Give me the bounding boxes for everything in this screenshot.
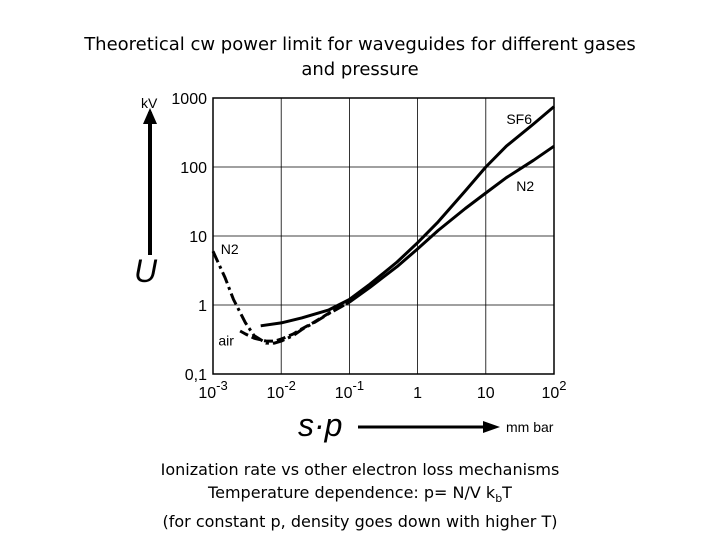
series-label-n2-2: N2 <box>221 241 239 257</box>
y-tick-label: 1 <box>198 298 207 315</box>
series-group <box>211 105 555 345</box>
x-tick-label: 10 <box>477 385 495 402</box>
y-axis-label: U <box>134 253 158 289</box>
plot-frame <box>212 97 555 375</box>
caption-line-3: (for constant p, density goes down with … <box>162 512 558 532</box>
series-line-n2-2 <box>211 250 351 345</box>
series-label-sf6-0: SF6 <box>506 111 532 127</box>
x-arrow-head <box>483 421 500 433</box>
chart-title: Theoretical cw power limit for waveguide… <box>40 32 680 82</box>
x-unit-label: mm bar <box>506 419 554 435</box>
caption-line-2-prefix: Temperature dependence: p= N/V k <box>208 483 496 502</box>
y-tick-label: 100 <box>180 160 207 177</box>
series-labels: SF6 N2 N2 air <box>218 111 534 348</box>
y-tick-label: 0,1 <box>185 367 207 384</box>
title-line-2: and pressure <box>301 59 419 80</box>
y-tick-labels: 0,1 1 10 100 1000 <box>171 91 207 384</box>
x-tick-label: 10-2 <box>267 378 296 402</box>
series-label-air-3: air <box>218 332 234 348</box>
x-tick-label: 102 <box>541 378 566 402</box>
y-tick-label: 10 <box>189 229 207 246</box>
series-line-air-3 <box>239 300 351 343</box>
x-tick-label: 10-1 <box>335 378 364 402</box>
caption-line-1: Ionization rate vs other electron loss m… <box>160 460 560 479</box>
y-unit-label: kV <box>141 95 158 111</box>
series-line-sf6-0 <box>260 105 555 328</box>
x-tick-label: 1 <box>413 385 422 402</box>
x-tick-label: 10-3 <box>198 378 227 402</box>
grid <box>213 98 554 374</box>
caption: Ionization rate vs other electron loss m… <box>40 458 680 533</box>
series-line-n2-1 <box>348 144 555 304</box>
x-tick-labels: 10-3 10-2 10-1 1 10 102 <box>198 378 566 402</box>
caption-line-2-sub: b <box>495 492 503 506</box>
x-axis-label: s·p <box>298 407 342 443</box>
title-line-1: Theoretical cw power limit for waveguide… <box>84 34 636 55</box>
caption-line-2-suffix: T <box>502 483 512 502</box>
series-label-n2-1: N2 <box>516 178 534 194</box>
caption-line-2: Temperature dependence: p= N/V kbT <box>40 481 680 510</box>
y-tick-label: 1000 <box>171 91 207 108</box>
y-arrow-head <box>143 108 157 124</box>
